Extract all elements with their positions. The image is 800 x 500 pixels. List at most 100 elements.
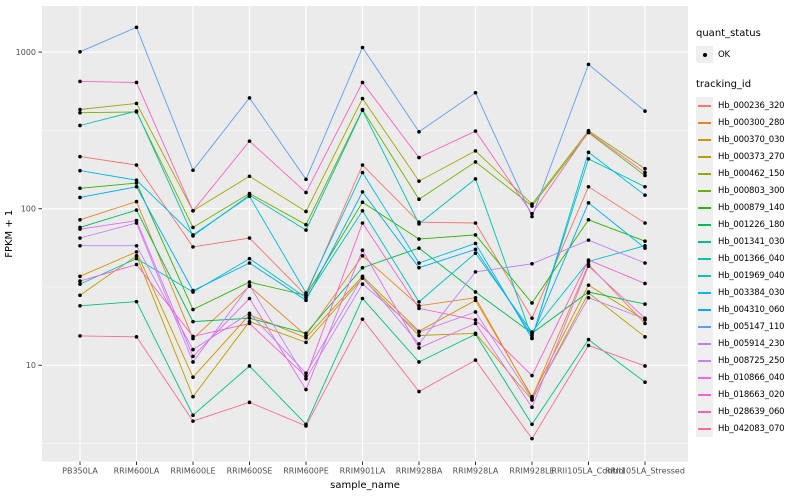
data-point (247, 194, 252, 199)
legend-label: Hb_005147_110 (718, 321, 785, 332)
legend-item-Hb_001226_180: Hb_001226_180 (696, 216, 800, 233)
data-point (473, 358, 478, 362)
data-point (191, 245, 195, 249)
data-point (473, 90, 478, 95)
legend-item-Hb_001366_040: Hb_001366_040 (696, 250, 800, 267)
data-point (530, 422, 534, 427)
data-point (247, 316, 252, 320)
x-tick-label: RRIM928LA (453, 467, 499, 476)
y-tick-label: 10 (26, 361, 36, 370)
legend-swatch (698, 292, 711, 294)
data-point (304, 374, 308, 379)
legend-title-quant-status: quant_status (696, 28, 761, 39)
data-point (304, 340, 308, 345)
legend-swatch (698, 343, 711, 345)
data-point (78, 195, 82, 200)
legend-swatch (698, 411, 711, 413)
data-point (134, 25, 139, 30)
data-point (586, 337, 591, 342)
data-point (586, 264, 591, 268)
data-point (643, 364, 647, 368)
legend-item-Hb_000803_300: Hb_000803_300 (696, 182, 800, 199)
legend-key-line-icon (696, 250, 713, 267)
legend-item-Hb_001969_040: Hb_001969_040 (696, 267, 800, 284)
data-point (417, 346, 421, 350)
legend-label: Hb_000236_320 (718, 100, 785, 111)
x-tick-label: RRIM600PE (283, 467, 329, 476)
data-point (191, 168, 195, 173)
data-point (530, 211, 534, 216)
data-point (586, 62, 591, 67)
data-point (304, 371, 308, 376)
legend-label: Hb_042083_070 (718, 423, 785, 434)
data-point (304, 335, 308, 340)
legend-swatch (698, 428, 711, 430)
data-point (247, 139, 252, 143)
legend-key-point-icon (696, 46, 713, 63)
data-point (473, 160, 478, 164)
x-axis-title: sample_name (330, 480, 400, 491)
legend-title-tracking-id: tracking_id (696, 79, 752, 90)
legend-swatch (698, 309, 711, 311)
data-point (134, 178, 139, 183)
data-point (191, 354, 195, 359)
data-point (586, 129, 591, 134)
data-point (473, 129, 478, 133)
data-point (247, 174, 252, 179)
data-point (78, 236, 82, 240)
data-point (304, 228, 308, 232)
data-point (78, 49, 82, 54)
data-point (530, 333, 534, 338)
x-tick-label: RRIM600SE (227, 467, 273, 476)
data-point (304, 331, 308, 336)
data-point (304, 190, 308, 195)
legend-swatch (698, 360, 711, 362)
data-point (247, 296, 252, 301)
data-point (417, 303, 421, 308)
data-point (643, 184, 647, 189)
data-point (191, 334, 195, 339)
legend-label: Hb_028639_060 (718, 406, 785, 417)
legend-item-Hb_003384_030: Hb_003384_030 (696, 284, 800, 301)
data-point (78, 293, 82, 298)
data-point (78, 282, 82, 286)
data-point (134, 299, 139, 304)
legend-item-Hb_018663_020: Hb_018663_020 (696, 386, 800, 403)
data-point (417, 333, 421, 338)
data-point (304, 222, 308, 227)
data-point (473, 290, 478, 294)
data-point (473, 318, 478, 322)
data-point (360, 254, 365, 258)
data-point (473, 321, 478, 326)
data-point (134, 101, 139, 106)
legend-label: Hb_008725_250 (718, 355, 785, 366)
legend-item-Hb_028639_060: Hb_028639_060 (696, 403, 800, 420)
data-point (586, 201, 591, 205)
x-tick-label: RRIM600LE (170, 467, 215, 476)
data-point (247, 96, 252, 100)
data-point (417, 155, 421, 160)
data-point (191, 319, 195, 324)
data-point (360, 170, 365, 175)
legend-key-line-icon (696, 352, 713, 369)
data-point (191, 413, 195, 418)
data-point (304, 209, 308, 214)
legend-item-Hb_000462_150: Hb_000462_150 (696, 165, 800, 182)
data-point (473, 247, 478, 252)
data-point (417, 197, 421, 201)
data-point (78, 154, 82, 159)
legend-item-Hb_042083_070: Hb_042083_070 (696, 420, 800, 437)
data-point (134, 243, 139, 248)
data-point (78, 279, 82, 283)
data-point (643, 193, 647, 197)
x-tick-label: RRIM928BA (396, 467, 443, 476)
data-point (247, 236, 252, 240)
data-point (78, 123, 82, 128)
data-point (247, 311, 252, 316)
plot-legend: quant_status OK tracking_id Hb_000236_32… (690, 0, 800, 500)
legend-key-line-icon (696, 131, 713, 148)
legend-item-Hb_004310_060: Hb_004310_060 (696, 301, 800, 318)
data-point (134, 256, 139, 261)
x-tick-label: RRII105LA_Stressed (605, 467, 685, 476)
legend-item-Hb_000879_140: Hb_000879_140 (696, 199, 800, 216)
